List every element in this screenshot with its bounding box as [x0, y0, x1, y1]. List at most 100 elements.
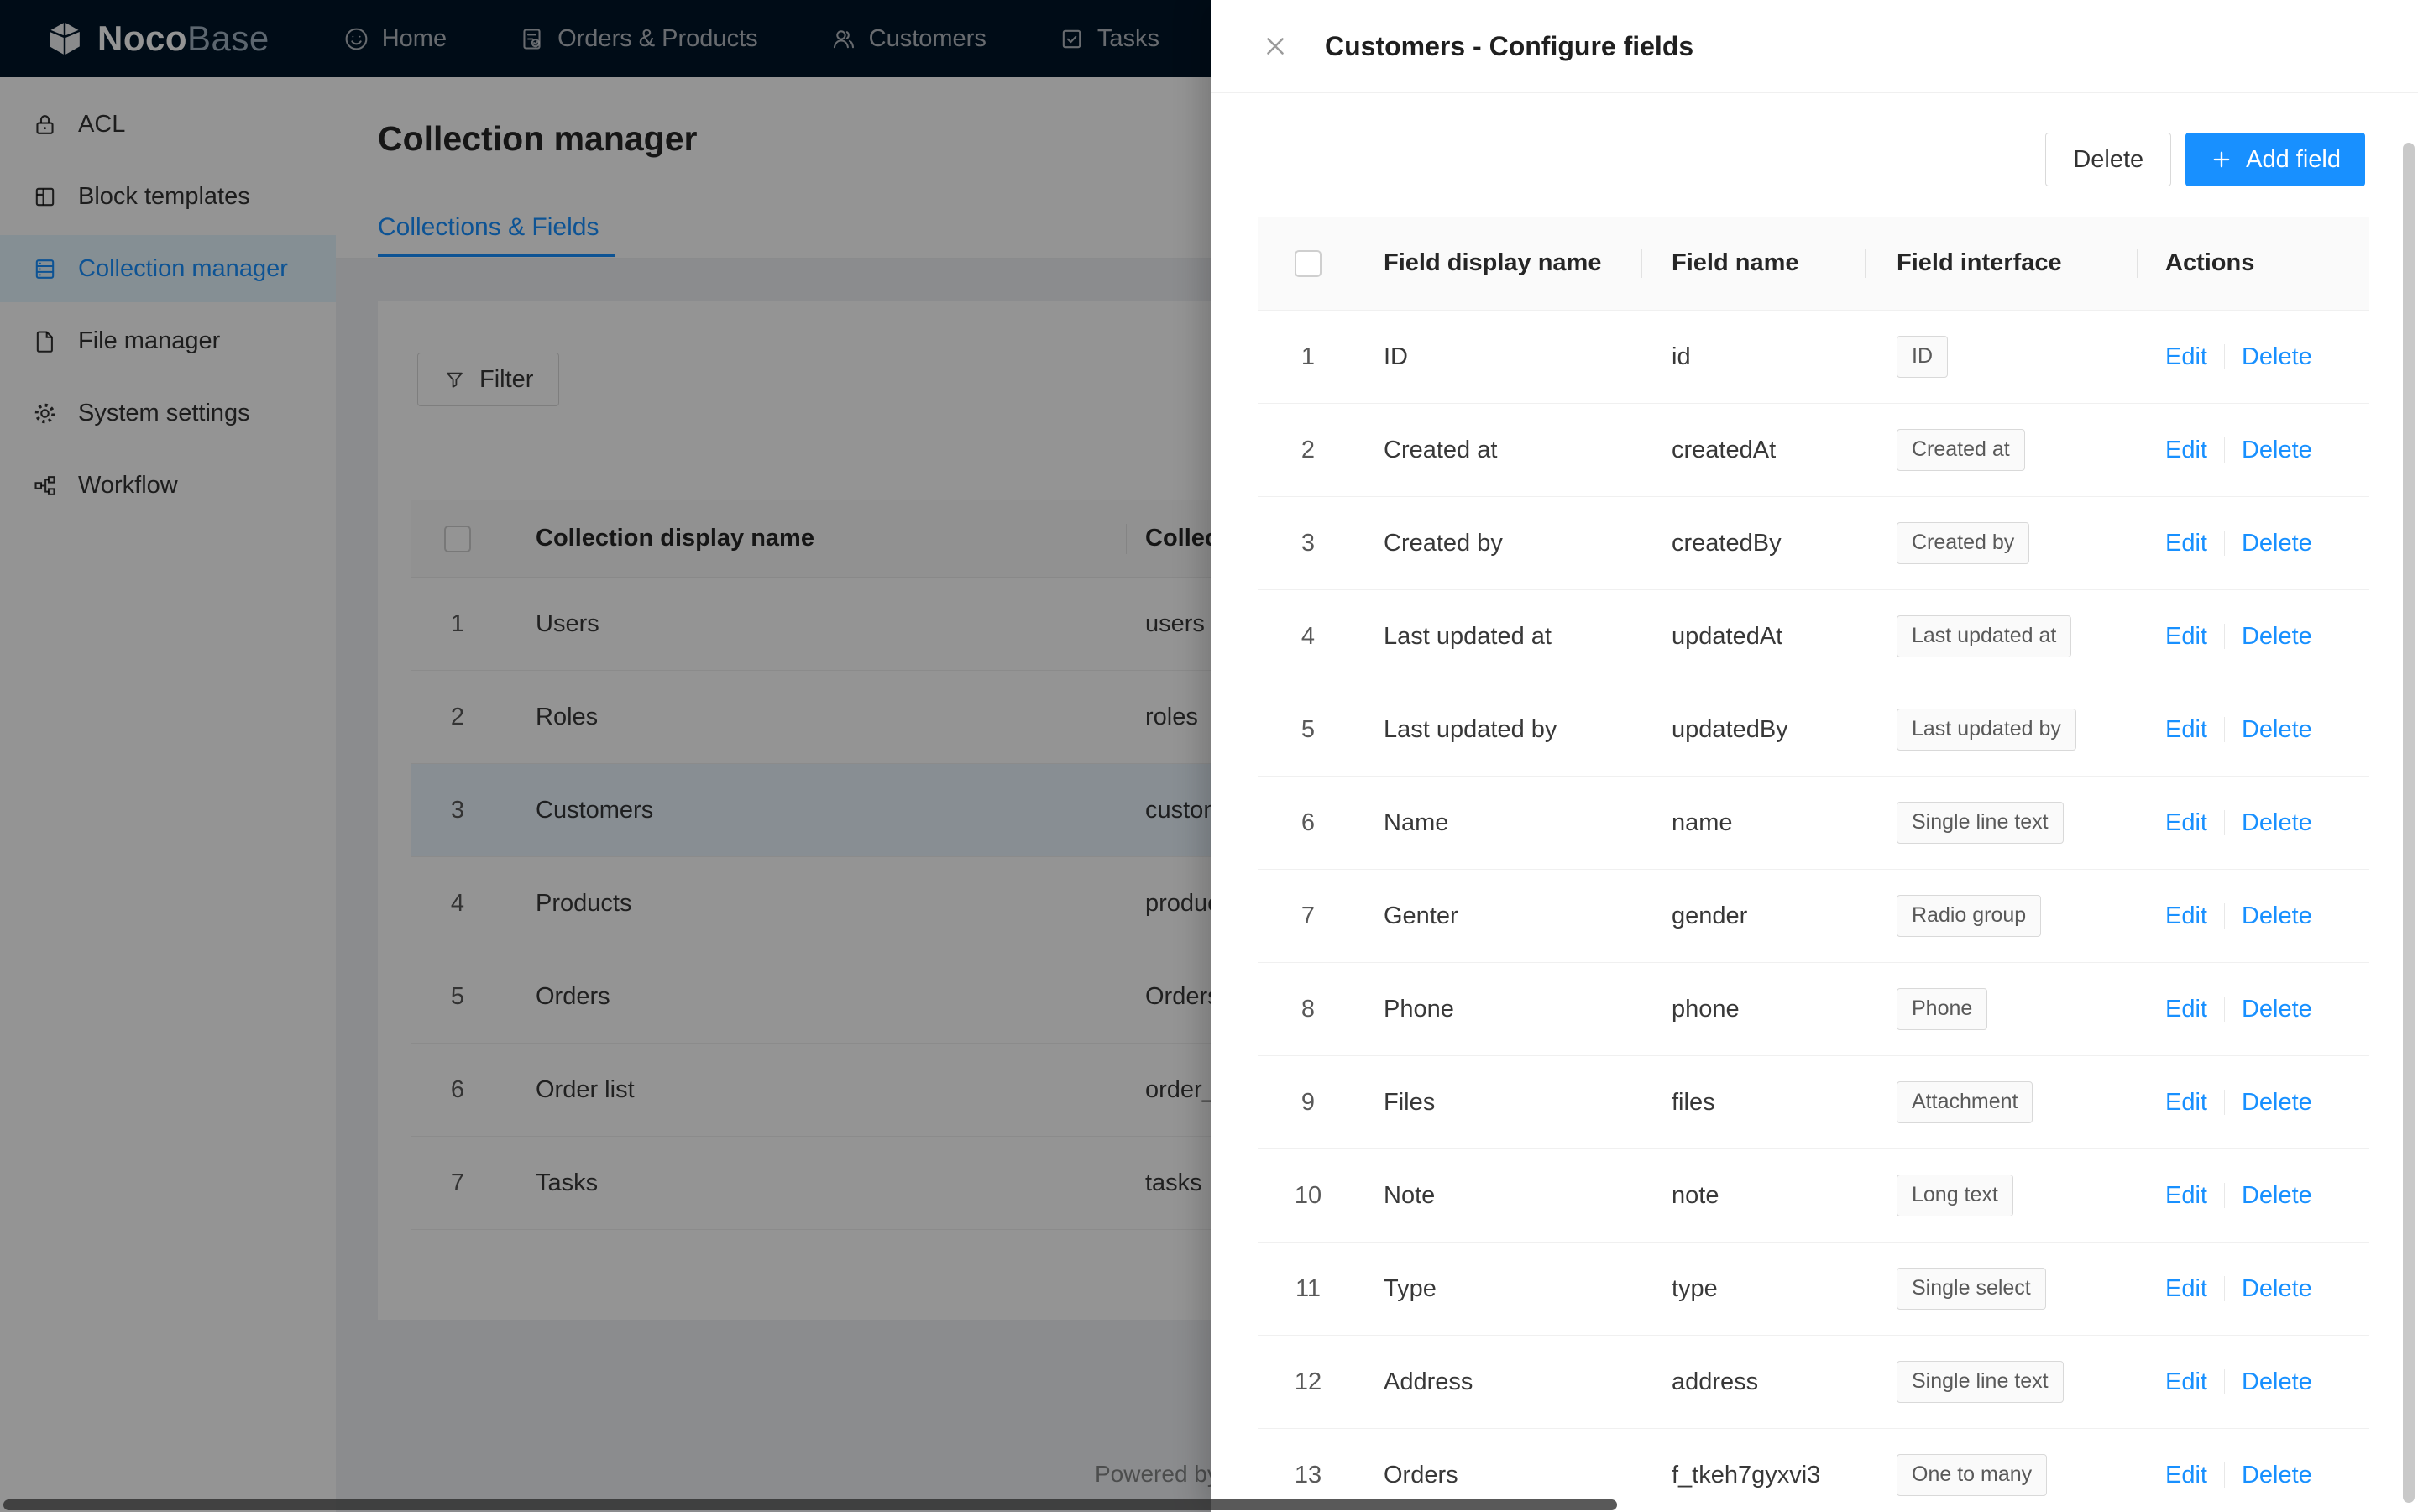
- table-row[interactable]: 2 Created at createdAt Created at Edit D…: [1258, 404, 2369, 497]
- nocobase-logo[interactable]: NocoBase: [45, 18, 270, 59]
- sidebar-item-block-templates[interactable]: Block templates: [0, 163, 336, 230]
- sidebar-item-collection-manager[interactable]: Collection manager: [0, 235, 336, 302]
- select-all-checkbox[interactable]: [444, 525, 471, 552]
- action-divider: [2223, 1183, 2225, 1208]
- sidebar-item-acl[interactable]: ACL: [0, 91, 336, 158]
- delete-link[interactable]: Delete: [2241, 529, 2312, 557]
- action-divider: [2223, 344, 2225, 369]
- edit-link[interactable]: Edit: [2165, 902, 2207, 929]
- file-icon: [32, 328, 58, 354]
- table-row[interactable]: 9 Files files Attachment Edit Delete: [1258, 1056, 2369, 1149]
- drawer-title: Customers - Configure fields: [1325, 30, 1694, 61]
- row-index: 6: [450, 1075, 465, 1103]
- row-index: 9: [1301, 1088, 1316, 1116]
- table-row[interactable]: 5 Last updated by updatedBy Last updated…: [1258, 683, 2369, 777]
- edit-link[interactable]: Edit: [2165, 715, 2207, 743]
- receipt-icon: [519, 26, 545, 52]
- logo-text-bold: Noco: [97, 18, 187, 58]
- edit-link[interactable]: Edit: [2165, 808, 2207, 836]
- edit-link[interactable]: Edit: [2165, 529, 2207, 557]
- filter-button-label: Filter: [479, 365, 534, 393]
- column-separator: [1641, 249, 1642, 278]
- table-row[interactable]: 6 Name name Single line text Edit Delete: [1258, 777, 2369, 870]
- horizontal-scrollbar[interactable]: [3, 1499, 1617, 1510]
- nav-item-label: Orders & Products: [557, 24, 758, 52]
- smiley-home-icon: [343, 26, 369, 52]
- table-row[interactable]: 11 Type type Single select Edit Delete: [1258, 1243, 2369, 1336]
- sidebar-item-label: File manager: [78, 327, 221, 354]
- navbar-menu: Home Orders & Products Cust: [343, 25, 1159, 53]
- edit-link[interactable]: Edit: [2165, 1181, 2207, 1209]
- nav-item-home[interactable]: Home: [343, 25, 447, 53]
- drawer-vertical-scrollbar[interactable]: [2403, 143, 2415, 1503]
- field-name-cell: note: [1672, 1181, 1719, 1209]
- collection-display-name-cell: Orders: [536, 982, 610, 1010]
- delete-link[interactable]: Delete: [2241, 1181, 2312, 1209]
- powered-by-text: Powered by: [1095, 1461, 1219, 1487]
- edit-link[interactable]: Edit: [2165, 1274, 2207, 1302]
- table-row[interactable]: 10 Note note Long text Edit Delete: [1258, 1149, 2369, 1243]
- action-divider: [2223, 1369, 2225, 1394]
- row-index: 6: [1301, 808, 1316, 836]
- add-field-button[interactable]: Add field: [2185, 133, 2365, 186]
- row-index: 4: [1301, 622, 1316, 650]
- close-icon[interactable]: [1261, 32, 1290, 60]
- nav-item-customers[interactable]: Customers: [830, 25, 987, 53]
- delete-link[interactable]: Delete: [2241, 1368, 2312, 1395]
- table-row[interactable]: 8 Phone phone Phone Edit Delete: [1258, 963, 2369, 1056]
- table-row[interactable]: 1 ID id ID Edit Delete: [1258, 311, 2369, 404]
- nav-item-tasks[interactable]: Tasks: [1059, 25, 1159, 53]
- edit-link[interactable]: Edit: [2165, 995, 2207, 1023]
- delete-button[interactable]: Delete: [2045, 133, 2172, 186]
- table-row[interactable]: 12 Address address Single line text Edit…: [1258, 1336, 2369, 1429]
- sidebar-item-workflow[interactable]: Workflow: [0, 452, 336, 519]
- nav-item-label: Home: [381, 24, 447, 52]
- tab-collections-fields[interactable]: Collections & Fields: [378, 213, 599, 241]
- edit-link[interactable]: Edit: [2165, 1368, 2207, 1395]
- table-row[interactable]: 13 Orders f_tkeh7gyxvi3 One to many Edit…: [1258, 1429, 2369, 1512]
- delete-link[interactable]: Delete: [2241, 1461, 2312, 1488]
- delete-link[interactable]: Delete: [2241, 1274, 2312, 1302]
- actions-cell: Edit Delete: [2137, 1182, 2369, 1210]
- logo-text-light: Base: [187, 18, 270, 58]
- delete-link[interactable]: Delete: [2241, 808, 2312, 836]
- field-name-cell: address: [1672, 1368, 1759, 1395]
- table-icon: [32, 256, 58, 282]
- edit-link[interactable]: Edit: [2165, 1461, 2207, 1488]
- field-name-cell: files: [1672, 1088, 1715, 1116]
- select-all-fields-checkbox[interactable]: [1295, 249, 1322, 277]
- collection-name-cell: tasks: [1145, 1169, 1202, 1196]
- edit-link[interactable]: Edit: [2165, 622, 2207, 650]
- field-display-name-cell: Name: [1384, 808, 1449, 836]
- delete-link[interactable]: Delete: [2241, 1088, 2312, 1116]
- field-display-name-cell: Type: [1384, 1274, 1437, 1302]
- edit-link[interactable]: Edit: [2165, 436, 2207, 463]
- delete-link[interactable]: Delete: [2241, 902, 2312, 929]
- delete-link[interactable]: Delete: [2241, 436, 2312, 463]
- delete-link[interactable]: Delete: [2241, 715, 2312, 743]
- table-row[interactable]: 7 Genter gender Radio group Edit Delete: [1258, 870, 2369, 963]
- delete-link[interactable]: Delete: [2241, 343, 2312, 370]
- fields-table-header: Field display name Field name Field inte…: [1258, 217, 2369, 311]
- sidebar-item-file-manager[interactable]: File manager: [0, 307, 336, 374]
- column-header-field-name: Field name: [1672, 249, 1799, 276]
- table-row[interactable]: 3 Created by createdBy Created by Edit D…: [1258, 497, 2369, 590]
- actions-cell: Edit Delete: [2137, 1462, 2369, 1489]
- delete-link[interactable]: Delete: [2241, 995, 2312, 1023]
- field-name-cell: gender: [1672, 902, 1748, 929]
- nav-item-orders-products[interactable]: Orders & Products: [519, 25, 758, 53]
- collection-display-name-cell: Order list: [536, 1075, 635, 1103]
- edit-link[interactable]: Edit: [2165, 1088, 2207, 1116]
- action-divider: [2223, 1276, 2225, 1301]
- field-name-cell: updatedBy: [1672, 715, 1788, 743]
- filter-button[interactable]: Filter: [417, 353, 560, 406]
- actions-cell: Edit Delete: [2137, 1089, 2369, 1117]
- delete-link[interactable]: Delete: [2241, 622, 2312, 650]
- actions-cell: Edit Delete: [2137, 809, 2369, 837]
- column-separator: [1126, 524, 1127, 554]
- edit-link[interactable]: Edit: [2165, 343, 2207, 370]
- sidebar-item-label: Block templates: [78, 182, 250, 210]
- nav-item-label: Tasks: [1096, 24, 1159, 52]
- table-row[interactable]: 4 Last updated at updatedAt Last updated…: [1258, 590, 2369, 683]
- sidebar-item-system-settings[interactable]: System settings: [0, 379, 336, 447]
